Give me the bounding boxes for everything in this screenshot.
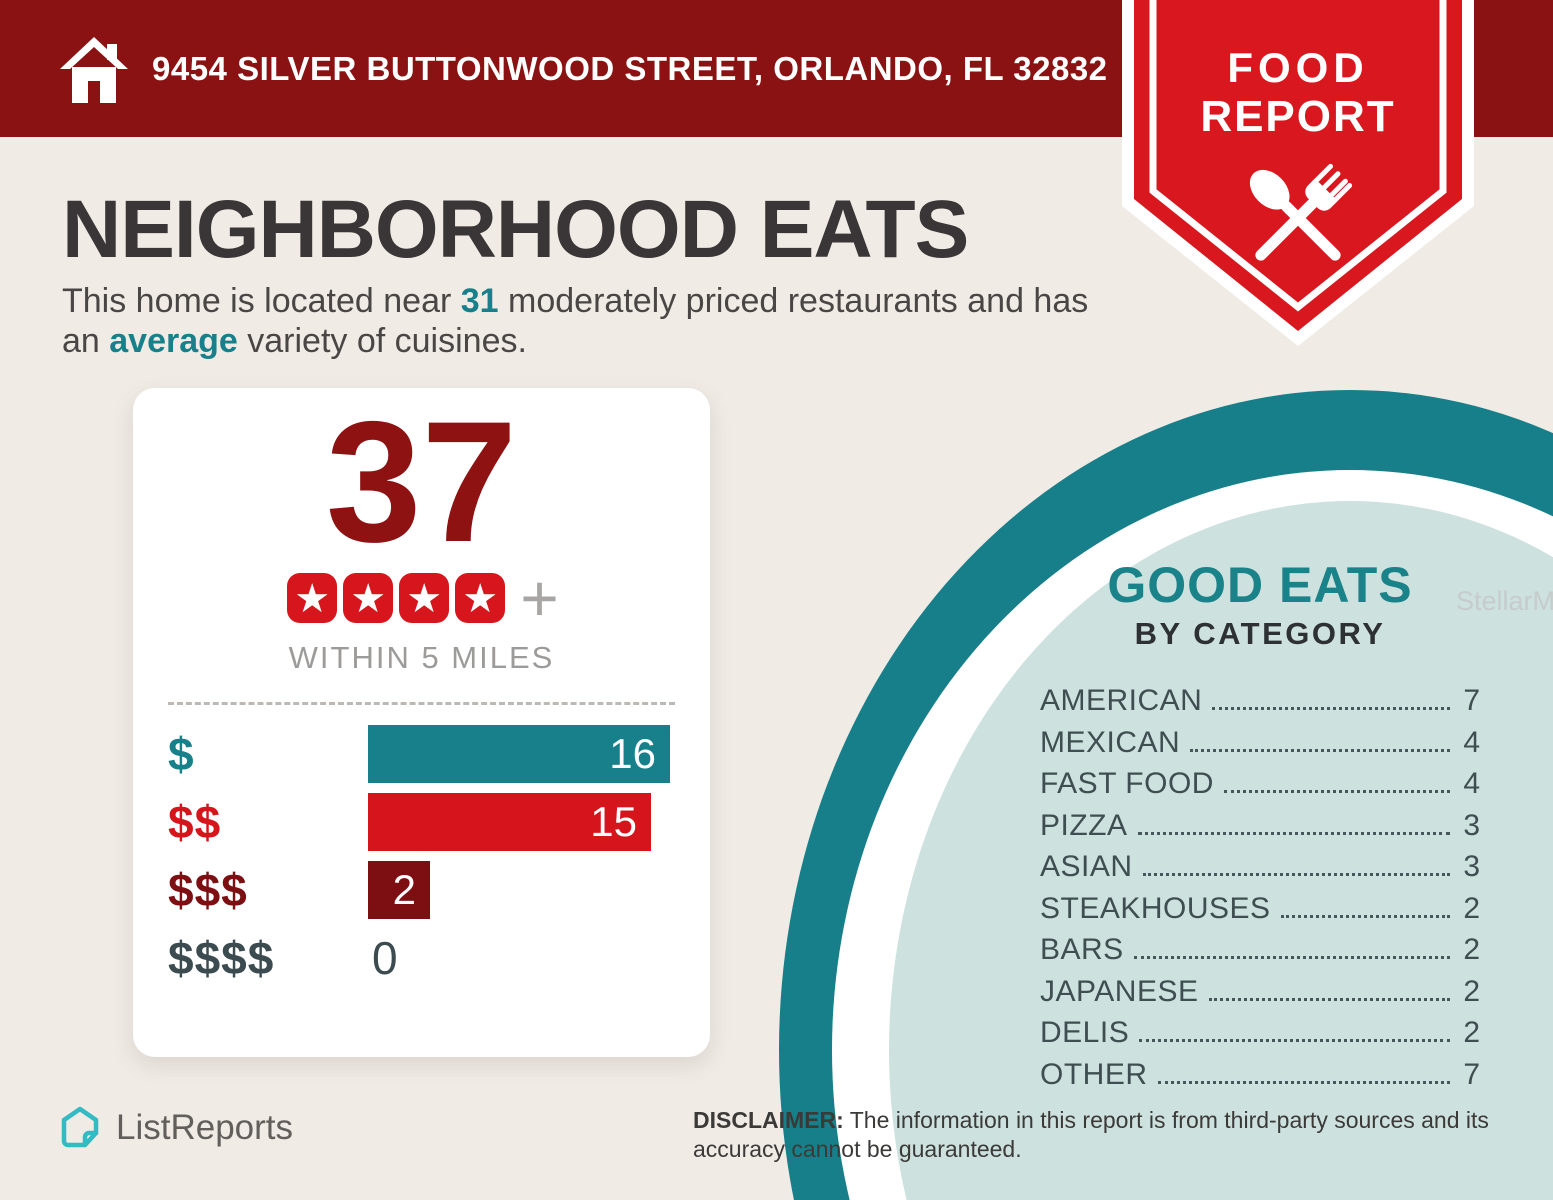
dotted-leader bbox=[1142, 873, 1450, 876]
good-eats-title: GOOD EATS bbox=[1107, 557, 1413, 613]
dotted-leader bbox=[1280, 914, 1450, 918]
restaurant-count: 31 bbox=[460, 282, 499, 320]
dotted-leader bbox=[1190, 748, 1450, 752]
category-label: AMERICAN bbox=[1040, 684, 1203, 717]
category-label: ASIAN bbox=[1040, 850, 1133, 883]
variety-highlight: average bbox=[109, 321, 238, 360]
total-restaurants: 37 bbox=[325, 386, 518, 578]
price-tier-chart: $ 16 $$ 15 $$$ 2 $$$$ 0 bbox=[168, 725, 690, 987]
category-label: STEAKHOUSES bbox=[1040, 891, 1271, 925]
category-row: PIZZA 3 bbox=[1040, 809, 1480, 843]
price-tier-label: $$$ bbox=[168, 864, 248, 916]
category-value: 2 bbox=[1463, 1016, 1480, 1049]
price-tier-row: $ 16 bbox=[168, 725, 690, 783]
price-tier-bar-track: 0 bbox=[368, 929, 690, 987]
category-label: JAPANESE bbox=[1040, 974, 1199, 1008]
dotted-leader bbox=[1208, 997, 1450, 1001]
price-tier-label: $$ bbox=[168, 796, 222, 848]
dotted-leader bbox=[1223, 790, 1450, 793]
category-row: BARS 2 bbox=[1040, 933, 1480, 967]
price-tier-bar-track: 16 bbox=[368, 725, 690, 783]
dotted-leader bbox=[1157, 1080, 1450, 1084]
category-value: 7 bbox=[1463, 1057, 1480, 1091]
star-rating: ★ ★ ★ ★ + bbox=[133, 561, 710, 635]
price-tier-bar: 16 bbox=[368, 725, 670, 783]
star-icon: ★ bbox=[287, 573, 338, 623]
category-row: AMERICAN 7 bbox=[1040, 684, 1480, 718]
intro-paragraph: This home is located near 31 moderately … bbox=[62, 282, 1102, 362]
category-value: 4 bbox=[1463, 725, 1480, 759]
category-row: JAPANESE 2 bbox=[1040, 975, 1480, 1009]
category-value: 3 bbox=[1463, 808, 1480, 842]
price-tier-row: $$$ 2 bbox=[168, 861, 690, 919]
ribbon-title-line1: FOOD bbox=[1227, 44, 1369, 91]
category-value: 2 bbox=[1463, 891, 1480, 925]
star-icon: ★ bbox=[399, 573, 450, 623]
dotted-leader bbox=[1137, 831, 1450, 835]
property-address: 9454 SILVER BUTTONWOOD STREET, ORLANDO, … bbox=[152, 50, 1108, 87]
intro-text-1: This home is located near bbox=[62, 282, 461, 320]
good-eats-subtitle: BY CATEGORY bbox=[1134, 616, 1386, 651]
star-icon: ★ bbox=[455, 573, 506, 623]
stellar-mls-watermark: StellarMLS bbox=[1456, 586, 1553, 616]
category-label: MEXICAN bbox=[1040, 725, 1181, 759]
price-tier-bar: 15 bbox=[368, 793, 651, 851]
disclaimer: DISCLAIMER: The information in this repo… bbox=[693, 1106, 1498, 1164]
price-tier-row: $$ 15 bbox=[168, 793, 690, 851]
star-icon: ★ bbox=[343, 573, 394, 623]
category-value: 4 bbox=[1463, 767, 1480, 800]
radius-label: WITHIN 5 MILES bbox=[288, 640, 555, 675]
category-value: 7 bbox=[1463, 684, 1480, 717]
restaurant-summary-card: 37 ★ ★ ★ ★ + WITHIN 5 MILES $ 16 $$ 15 $$$ bbox=[133, 388, 710, 1057]
price-tier-bar-track: 2 bbox=[368, 861, 690, 919]
plus-sign: + bbox=[520, 561, 559, 635]
disclaimer-label: DISCLAIMER: bbox=[693, 1107, 844, 1133]
food-report-ribbon: FOOD REPORT bbox=[1122, 0, 1474, 350]
dashed-divider bbox=[168, 702, 675, 705]
category-row: DELIS 2 bbox=[1040, 1016, 1480, 1050]
category-label: FAST FOOD bbox=[1040, 767, 1214, 800]
category-row: FAST FOOD 4 bbox=[1040, 767, 1480, 801]
price-tier-row: $$$$ 0 bbox=[168, 929, 690, 987]
category-value: 2 bbox=[1463, 974, 1480, 1008]
home-icon bbox=[58, 33, 130, 110]
dotted-leader bbox=[1133, 956, 1450, 959]
intro-text-3: variety of cuisines. bbox=[237, 321, 527, 360]
disclaimer-text: The information in this report is from t… bbox=[693, 1107, 1489, 1162]
listreports-wordmark: ListReports bbox=[116, 1108, 294, 1147]
price-tier-bar: 0 bbox=[368, 929, 690, 987]
page-title: NEIGHBORHOOD EATS bbox=[62, 184, 969, 275]
category-value: 3 bbox=[1463, 850, 1480, 883]
price-tier-value: 16 bbox=[609, 730, 656, 777]
category-label: PIZZA bbox=[1040, 808, 1128, 842]
category-row: STEAKHOUSES 2 bbox=[1040, 892, 1480, 926]
category-row: MEXICAN 4 bbox=[1040, 726, 1480, 760]
listreports-logo: ListReports bbox=[56, 1104, 293, 1152]
price-tier-value: 15 bbox=[590, 798, 637, 845]
utensils-icon bbox=[1249, 163, 1353, 261]
category-label: OTHER bbox=[1040, 1057, 1148, 1091]
ribbon-title-line2: REPORT bbox=[1200, 92, 1396, 141]
dotted-leader bbox=[1212, 707, 1450, 710]
category-label: DELIS bbox=[1040, 1016, 1130, 1049]
price-tier-label: $ bbox=[168, 728, 195, 780]
category-value: 2 bbox=[1463, 933, 1480, 966]
price-tier-value: 2 bbox=[392, 866, 416, 913]
category-row: OTHER 7 bbox=[1040, 1058, 1480, 1092]
category-list: AMERICAN 7 MEXICAN 4 FAST FOOD 4 PIZZA 3 ASI… bbox=[1040, 684, 1480, 1091]
price-tier-bar-track: 15 bbox=[368, 793, 690, 851]
price-tier-label: $$$$ bbox=[168, 932, 275, 984]
price-tier-bar: 2 bbox=[368, 861, 430, 919]
listreports-icon bbox=[61, 1106, 99, 1148]
good-eats-panel: GOOD EATS BY CATEGORY AMERICAN 7 MEXICAN 4… bbox=[1040, 556, 1480, 1099]
intro-text-2: moderately priced restaurants and has an bbox=[62, 282, 1089, 360]
category-row: ASIAN 3 bbox=[1040, 850, 1480, 884]
price-tier-value: 0 bbox=[372, 932, 398, 984]
dotted-leader bbox=[1139, 1039, 1450, 1042]
category-label: BARS bbox=[1040, 933, 1124, 966]
